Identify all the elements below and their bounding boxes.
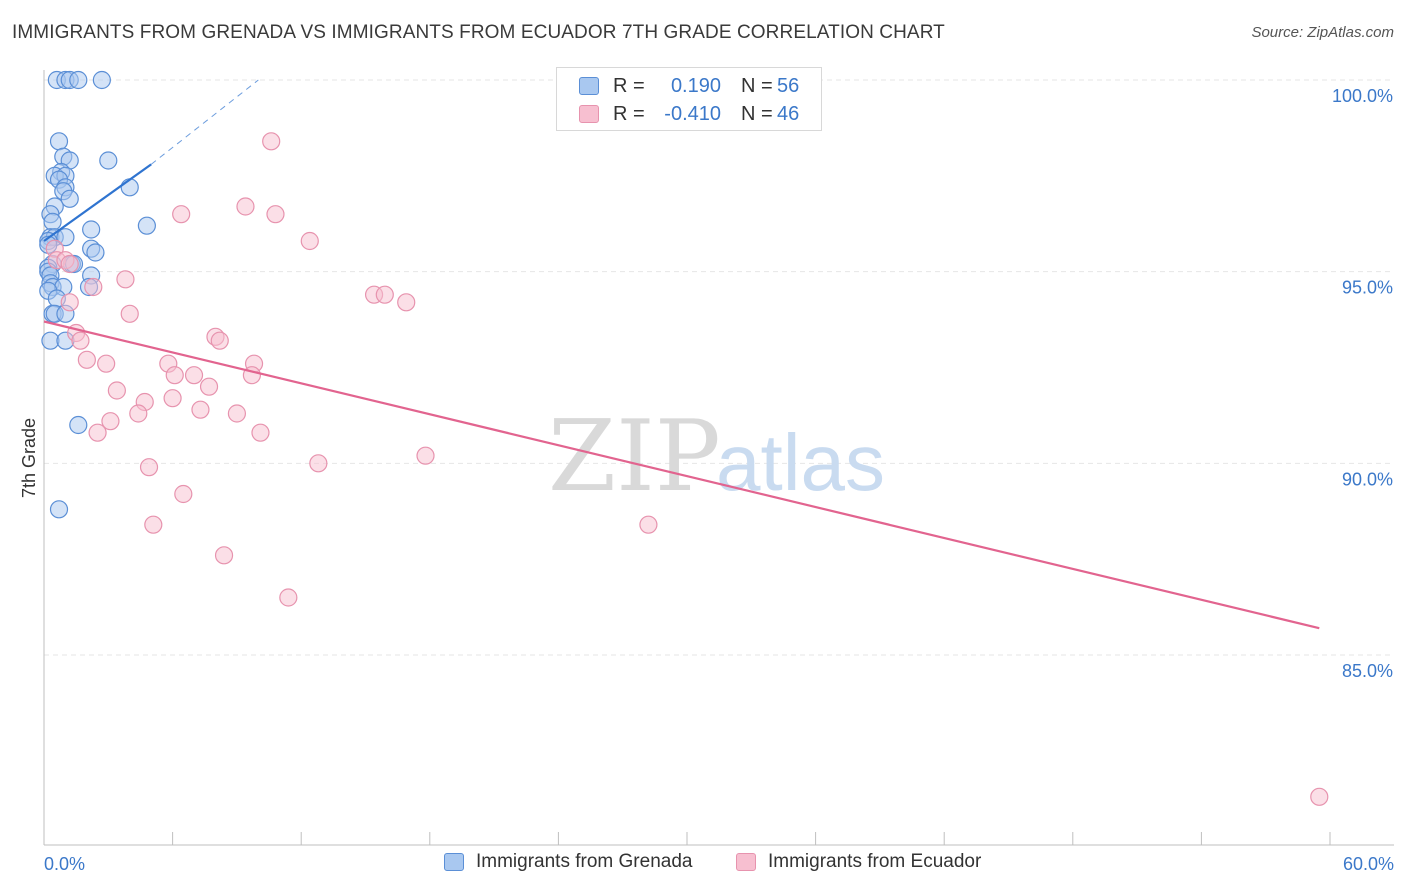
ecuador-trend-line	[43, 320, 1320, 630]
grenada-point	[82, 220, 101, 239]
ecuador-point	[88, 423, 107, 442]
ecuador-point	[120, 304, 139, 323]
chart-title: IMMIGRANTS FROM GRENADA VS IMMIGRANTS FR…	[12, 22, 945, 43]
y-tick-label: 85.0%	[1342, 661, 1393, 681]
ecuador-point	[227, 404, 246, 423]
ecuador-point	[139, 458, 159, 477]
ecuador-point	[60, 254, 79, 274]
grenada-point	[120, 178, 139, 197]
x-tick-label-min: 0.0%	[44, 854, 85, 874]
bottom-legend-ecuador: Immigrants from Ecuador	[736, 851, 981, 873]
grenada-point	[49, 500, 69, 519]
r-label: R =	[613, 74, 645, 97]
ecuador-point	[129, 404, 148, 423]
ecuador-point	[279, 588, 298, 607]
ecuador-point	[309, 454, 328, 473]
ecuador-point	[375, 285, 394, 304]
grenada-point	[137, 216, 156, 235]
grenada-points	[39, 70, 156, 519]
ecuador-point	[266, 205, 285, 224]
ecuador-point	[174, 484, 193, 504]
r-value: 0.190	[670, 74, 721, 97]
n-label: N =	[741, 74, 773, 97]
ecuador-point	[77, 350, 96, 369]
legend-row-ecuador: R = -0.410 N = 46	[579, 101, 799, 127]
r-value: -0.410	[664, 102, 721, 125]
axes	[43, 70, 1394, 846]
ecuador-point	[210, 331, 229, 350]
ecuador-point	[71, 331, 90, 350]
ecuador-point	[214, 546, 234, 565]
grenada-point	[69, 415, 88, 435]
y-tick-label: 95.0%	[1342, 278, 1393, 298]
ecuador-point	[144, 515, 163, 534]
n-value: 46	[777, 102, 800, 125]
ecuador-point	[191, 400, 210, 419]
y-tick-labels: 85.0% 90.0% 95.0% 100.0%	[1332, 86, 1393, 681]
grenada-point	[92, 70, 111, 90]
grenada-point	[49, 132, 69, 151]
ecuador-point	[107, 381, 126, 400]
ecuador-point	[300, 231, 319, 251]
y-tick-label: 100.0%	[1332, 86, 1393, 106]
source-note: Source: ZipAtlas.com	[1251, 24, 1394, 41]
ecuador-point	[101, 412, 120, 431]
ecuador-legend-label: Immigrants from Ecuador	[768, 851, 982, 872]
ecuador-point	[172, 205, 191, 224]
ecuador-point	[165, 366, 184, 385]
n-label: N =	[741, 102, 773, 125]
r-label: R =	[613, 102, 645, 125]
grenada-trend-extension	[150, 79, 259, 165]
ecuador-point	[262, 132, 281, 151]
grenada-point	[43, 212, 62, 231]
ecuador-swatch	[579, 105, 599, 123]
n-value: 56	[777, 74, 800, 97]
watermark-atlas: atlas	[716, 418, 885, 507]
stats-legend: R = 0.190 N = 56 R = -0.410 N = 46	[556, 67, 822, 131]
grenada-point	[86, 243, 105, 262]
grenada-point	[56, 228, 75, 247]
ecuador-point	[184, 366, 204, 385]
grenada-point	[60, 189, 79, 208]
x-ticks	[43, 832, 1331, 845]
grenada-trend-line	[43, 163, 152, 242]
watermark-zip: ZIP	[548, 400, 721, 514]
watermark: ZIP atlas	[548, 400, 885, 514]
grenada-legend-swatch	[444, 853, 464, 871]
ecuador-point	[1310, 787, 1329, 806]
ecuador-legend-swatch	[736, 853, 756, 871]
ecuador-point	[84, 277, 103, 297]
grenada-point	[69, 70, 88, 90]
ecuador-point	[397, 293, 416, 312]
ecuador-point	[639, 515, 658, 534]
y-tick-label: 90.0%	[1342, 469, 1393, 489]
ecuador-point	[60, 293, 79, 312]
legend-row-grenada: R = 0.190 N = 56	[579, 73, 799, 99]
ecuador-point	[97, 354, 116, 373]
ecuador-point	[416, 446, 435, 465]
ecuador-points	[45, 132, 1329, 806]
ecuador-point	[236, 197, 255, 216]
grenada-swatch	[579, 77, 599, 95]
grenada-point	[99, 151, 118, 170]
grenada-legend-label: Immigrants from Grenada	[476, 851, 693, 872]
ecuador-point	[163, 389, 182, 408]
trend-lines	[43, 79, 1320, 630]
y-axis-label: 7th Grade	[19, 418, 39, 498]
ecuador-point	[116, 270, 135, 289]
bottom-legend-grenada: Immigrants from Grenada	[444, 851, 692, 873]
ecuador-point	[251, 423, 270, 442]
ecuador-point	[199, 377, 219, 396]
x-tick-label-max: 60.0%	[1343, 854, 1394, 874]
